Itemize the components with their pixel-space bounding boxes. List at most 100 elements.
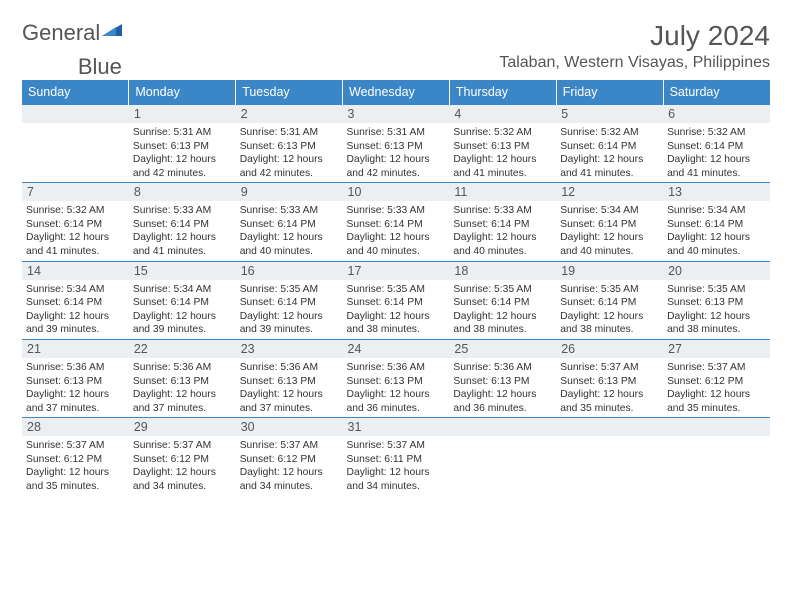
sunset-text: Sunset: 6:11 PM [347, 453, 446, 467]
day-number: 21 [22, 340, 129, 358]
weekday-header: Tuesday [236, 80, 343, 105]
sunrise-text: Sunrise: 5:31 AM [133, 126, 232, 140]
daylight-text: Daylight: 12 hours and 39 minutes. [26, 310, 125, 337]
daylight-text: Daylight: 12 hours and 42 minutes. [240, 153, 339, 180]
day-number: 18 [449, 262, 556, 280]
day-number: 13 [663, 183, 770, 201]
brand-word2: Blue [78, 54, 122, 80]
calendar-day-cell [449, 418, 556, 496]
calendar-page: General July 2024 GeneBlue Talaban, West… [0, 0, 792, 516]
daylight-text: Daylight: 12 hours and 37 minutes. [133, 388, 232, 415]
day-body: Sunrise: 5:37 AMSunset: 6:11 PMDaylight:… [343, 436, 450, 495]
day-body [22, 123, 129, 181]
day-number: 30 [236, 418, 343, 436]
sunset-text: Sunset: 6:13 PM [453, 140, 552, 154]
sunrise-text: Sunrise: 5:33 AM [453, 204, 552, 218]
day-body: Sunrise: 5:36 AMSunset: 6:13 PMDaylight:… [343, 358, 450, 417]
sunset-text: Sunset: 6:14 PM [240, 218, 339, 232]
daylight-text: Daylight: 12 hours and 40 minutes. [240, 231, 339, 258]
sunset-text: Sunset: 6:14 PM [347, 296, 446, 310]
sunset-text: Sunset: 6:13 PM [240, 140, 339, 154]
day-number: 12 [556, 183, 663, 201]
sunrise-text: Sunrise: 5:37 AM [26, 439, 125, 453]
daylight-text: Daylight: 12 hours and 34 minutes. [347, 466, 446, 493]
sunrise-text: Sunrise: 5:37 AM [560, 361, 659, 375]
day-body: Sunrise: 5:34 AMSunset: 6:14 PMDaylight:… [22, 280, 129, 339]
header: General July 2024 [22, 20, 770, 52]
calendar-day-cell: 22Sunrise: 5:36 AMSunset: 6:13 PMDayligh… [129, 339, 236, 417]
day-number: 24 [343, 340, 450, 358]
day-body: Sunrise: 5:33 AMSunset: 6:14 PMDaylight:… [343, 201, 450, 260]
day-body: Sunrise: 5:32 AMSunset: 6:14 PMDaylight:… [22, 201, 129, 260]
day-number: 16 [236, 262, 343, 280]
day-body [449, 436, 556, 494]
daylight-text: Daylight: 12 hours and 40 minutes. [560, 231, 659, 258]
daylight-text: Daylight: 12 hours and 42 minutes. [347, 153, 446, 180]
calendar-day-cell: 2Sunrise: 5:31 AMSunset: 6:13 PMDaylight… [236, 105, 343, 183]
sunset-text: Sunset: 6:14 PM [453, 296, 552, 310]
day-body: Sunrise: 5:37 AMSunset: 6:12 PMDaylight:… [129, 436, 236, 495]
brand-word1: General [22, 20, 100, 46]
day-number: 7 [22, 183, 129, 201]
daylight-text: Daylight: 12 hours and 39 minutes. [240, 310, 339, 337]
calendar-day-cell: 25Sunrise: 5:36 AMSunset: 6:13 PMDayligh… [449, 339, 556, 417]
day-body: Sunrise: 5:34 AMSunset: 6:14 PMDaylight:… [556, 201, 663, 260]
sunrise-text: Sunrise: 5:37 AM [240, 439, 339, 453]
calendar-day-cell: 12Sunrise: 5:34 AMSunset: 6:14 PMDayligh… [556, 183, 663, 261]
calendar-day-cell: 29Sunrise: 5:37 AMSunset: 6:12 PMDayligh… [129, 418, 236, 496]
day-body [556, 436, 663, 494]
daylight-text: Daylight: 12 hours and 38 minutes. [453, 310, 552, 337]
sunrise-text: Sunrise: 5:37 AM [347, 439, 446, 453]
sunset-text: Sunset: 6:14 PM [560, 218, 659, 232]
day-number: 15 [129, 262, 236, 280]
day-number: 19 [556, 262, 663, 280]
day-number: 8 [129, 183, 236, 201]
sunrise-text: Sunrise: 5:36 AM [133, 361, 232, 375]
weekday-header: Wednesday [343, 80, 450, 105]
calendar-week-row: 7Sunrise: 5:32 AMSunset: 6:14 PMDaylight… [22, 183, 770, 261]
sunset-text: Sunset: 6:13 PM [347, 375, 446, 389]
sunset-text: Sunset: 6:14 PM [667, 218, 766, 232]
calendar-day-cell: 16Sunrise: 5:35 AMSunset: 6:14 PMDayligh… [236, 261, 343, 339]
sunrise-text: Sunrise: 5:37 AM [133, 439, 232, 453]
daylight-text: Daylight: 12 hours and 37 minutes. [240, 388, 339, 415]
day-number: 9 [236, 183, 343, 201]
sunset-text: Sunset: 6:14 PM [560, 140, 659, 154]
location-text: Talaban, Western Visayas, Philippines [499, 54, 770, 72]
sunset-text: Sunset: 6:14 PM [240, 296, 339, 310]
calendar-day-cell: 10Sunrise: 5:33 AMSunset: 6:14 PMDayligh… [343, 183, 450, 261]
daylight-text: Daylight: 12 hours and 35 minutes. [26, 466, 125, 493]
day-body: Sunrise: 5:31 AMSunset: 6:13 PMDaylight:… [343, 123, 450, 182]
calendar-day-cell: 19Sunrise: 5:35 AMSunset: 6:14 PMDayligh… [556, 261, 663, 339]
sunset-text: Sunset: 6:13 PM [347, 140, 446, 154]
sunrise-text: Sunrise: 5:36 AM [453, 361, 552, 375]
calendar-day-cell: 3Sunrise: 5:31 AMSunset: 6:13 PMDaylight… [343, 105, 450, 183]
daylight-text: Daylight: 12 hours and 41 minutes. [560, 153, 659, 180]
day-body: Sunrise: 5:37 AMSunset: 6:12 PMDaylight:… [236, 436, 343, 495]
calendar-day-cell: 13Sunrise: 5:34 AMSunset: 6:14 PMDayligh… [663, 183, 770, 261]
sunrise-text: Sunrise: 5:32 AM [453, 126, 552, 140]
sunset-text: Sunset: 6:13 PM [133, 375, 232, 389]
day-number: 11 [449, 183, 556, 201]
day-number: 29 [129, 418, 236, 436]
day-number-bar [663, 418, 770, 436]
sunset-text: Sunset: 6:12 PM [26, 453, 125, 467]
sunrise-text: Sunrise: 5:31 AM [347, 126, 446, 140]
weekday-header: Saturday [663, 80, 770, 105]
weekday-header-row: Sunday Monday Tuesday Wednesday Thursday… [22, 80, 770, 105]
day-body: Sunrise: 5:31 AMSunset: 6:13 PMDaylight:… [236, 123, 343, 182]
sunrise-text: Sunrise: 5:35 AM [667, 283, 766, 297]
calendar-day-cell: 17Sunrise: 5:35 AMSunset: 6:14 PMDayligh… [343, 261, 450, 339]
day-body: Sunrise: 5:32 AMSunset: 6:13 PMDaylight:… [449, 123, 556, 182]
day-body: Sunrise: 5:36 AMSunset: 6:13 PMDaylight:… [129, 358, 236, 417]
day-number: 28 [22, 418, 129, 436]
sunrise-text: Sunrise: 5:33 AM [240, 204, 339, 218]
sunrise-text: Sunrise: 5:35 AM [453, 283, 552, 297]
sunset-text: Sunset: 6:14 PM [453, 218, 552, 232]
sunrise-text: Sunrise: 5:34 AM [133, 283, 232, 297]
day-number: 25 [449, 340, 556, 358]
brand-logo: General [22, 20, 126, 46]
sunrise-text: Sunrise: 5:33 AM [347, 204, 446, 218]
day-number-bar [556, 418, 663, 436]
month-year-title: July 2024 [650, 20, 770, 52]
